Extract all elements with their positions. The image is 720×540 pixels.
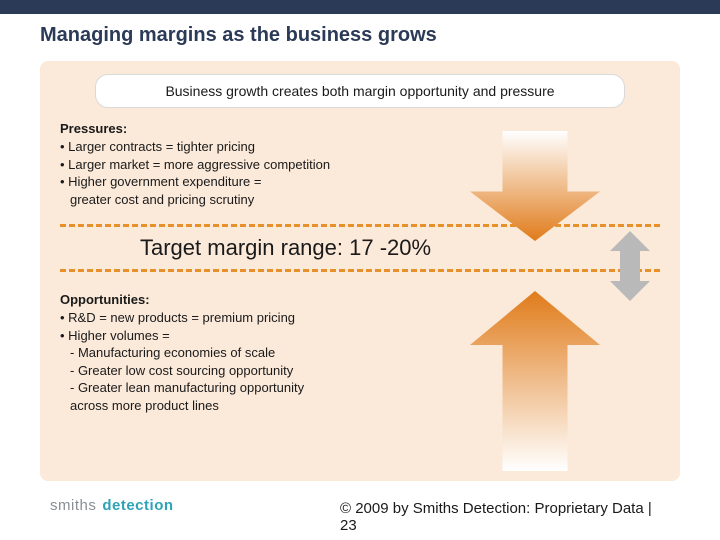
footer-text: © 2009 by Smiths Detection: Proprietary … <box>340 501 670 534</box>
list-item: - Greater lean manufacturing opportunity <box>60 379 420 397</box>
dashed-divider-bottom <box>60 269 660 272</box>
list-item: • R&D = new products = premium pricing <box>60 309 420 327</box>
arrow-up-icon <box>470 291 600 471</box>
pressures-list: • Larger contracts = tighter pricing • L… <box>60 138 420 208</box>
logo-part1: smiths <box>50 497 96 514</box>
logo-part2: detection <box>102 497 173 514</box>
list-item: greater cost and pricing scrutiny <box>60 191 420 209</box>
list-item: - Manufacturing economies of scale <box>60 344 420 362</box>
opportunities-list: • R&D = new products = premium pricing •… <box>60 309 420 414</box>
arrow-updown-icon <box>610 231 650 301</box>
arrow-down-icon <box>470 131 600 241</box>
summary-pill: Business growth creates both margin oppo… <box>96 75 624 107</box>
list-item: • Larger market = more aggressive compet… <box>60 156 420 174</box>
list-item: across more product lines <box>60 397 420 415</box>
top-bar <box>0 0 720 14</box>
content-panel: Business growth creates both margin oppo… <box>40 61 680 481</box>
list-item: • Higher government expenditure = <box>60 173 420 191</box>
page-title: Managing margins as the business grows <box>0 14 720 61</box>
list-item: - Greater low cost sourcing opportunity <box>60 362 420 380</box>
list-item: • Higher volumes = <box>60 327 420 345</box>
logo: smiths detection <box>50 497 174 514</box>
list-item: • Larger contracts = tighter pricing <box>60 138 420 156</box>
